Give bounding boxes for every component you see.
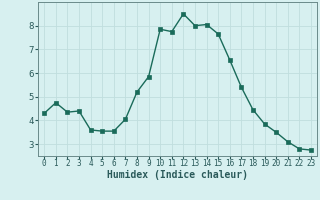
X-axis label: Humidex (Indice chaleur): Humidex (Indice chaleur): [107, 170, 248, 180]
